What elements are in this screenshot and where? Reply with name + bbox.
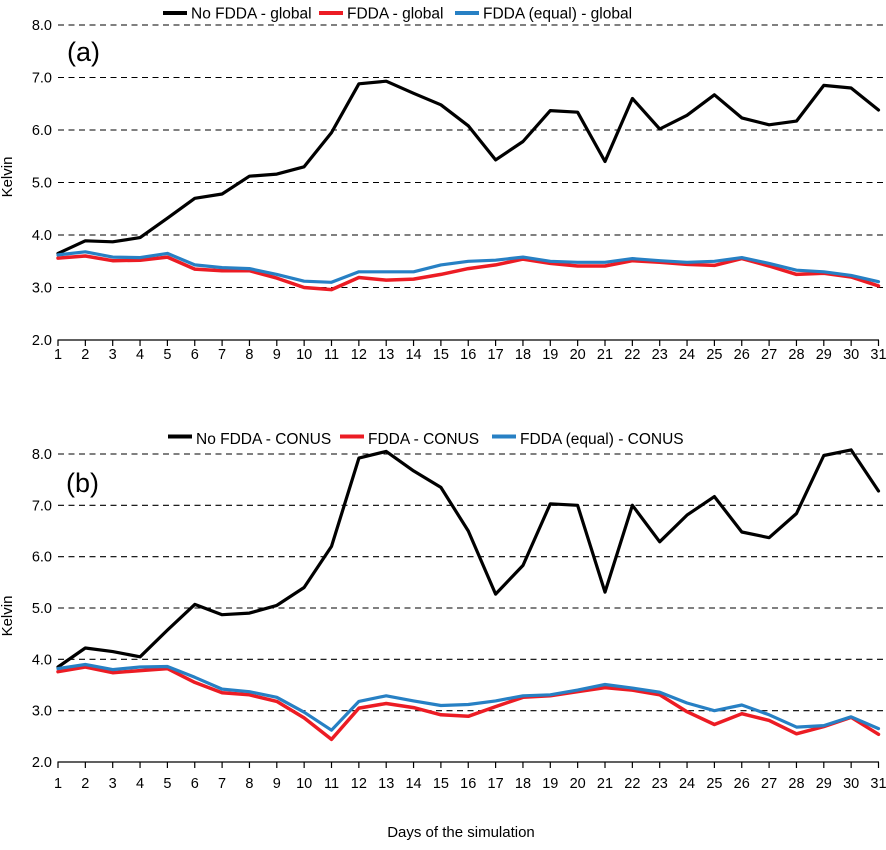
legend-label: No FDDA - CONUS [196, 431, 331, 448]
x-tick-label: 17 [488, 347, 504, 363]
x-tick-label: 12 [351, 776, 367, 792]
y-tick-label: 4.0 [32, 652, 52, 668]
series-line-fdda-equal-global [56, 250, 881, 284]
x-tick-label: 21 [597, 776, 613, 792]
legend-label: No FDDA - global [191, 6, 312, 23]
x-tick-label: 21 [597, 347, 613, 363]
x-tick-label: 4 [136, 347, 144, 363]
x-tick-label: 24 [679, 776, 695, 792]
y-tick-label: 6.0 [32, 123, 52, 139]
x-tick-label: 17 [488, 776, 504, 792]
legend-label: FDDA (equal) - global [483, 6, 632, 23]
x-tick-label: 10 [296, 776, 312, 792]
y-tick-label: 2.0 [32, 755, 52, 771]
x-tick-label: 4 [136, 776, 144, 792]
x-tick-label: 28 [788, 347, 804, 363]
x-tick-label: 20 [570, 776, 586, 792]
x-tick-label: 13 [378, 776, 394, 792]
x-tick-label: 15 [433, 347, 449, 363]
x-tick-label: 29 [816, 347, 832, 363]
x-tick-label: 16 [460, 347, 476, 363]
x-tick-label: 23 [652, 776, 668, 792]
x-tick-label: 11 [324, 347, 339, 363]
legend-label: FDDA - global [347, 6, 443, 23]
x-tick-label: 8 [245, 776, 253, 792]
x-tick-label: 27 [761, 347, 777, 363]
x-tick-label: 5 [163, 776, 171, 792]
x-tick-label: 23 [652, 347, 668, 363]
x-tick-label: 24 [679, 347, 695, 363]
legend-label: FDDA - CONUS [368, 431, 479, 448]
x-tick-label: 18 [515, 347, 531, 363]
y-tick-label: 4.0 [32, 228, 52, 244]
x-tick-label: 3 [109, 347, 117, 363]
x-tick-label: 15 [433, 776, 449, 792]
x-tick-label: 3 [109, 776, 117, 792]
y-axis-title: Kelvin [0, 596, 16, 637]
x-tick-label: 31 [870, 347, 886, 363]
y-axis-title: Kelvin [0, 157, 16, 198]
x-tick-label: 30 [843, 347, 859, 363]
y-tick-label: 3.0 [32, 704, 52, 720]
x-tick-label: 2 [81, 347, 89, 363]
x-tick-label: 29 [816, 776, 832, 792]
x-tick-label: 14 [405, 347, 421, 363]
x-tick-label: 25 [706, 776, 722, 792]
x-tick-label: 5 [163, 347, 171, 363]
series-line-no-fdda-conus [56, 448, 881, 669]
x-tick-label: 9 [273, 776, 281, 792]
y-tick-label: 7.0 [32, 71, 52, 87]
x-tick-label: 8 [245, 347, 253, 363]
legend-label: FDDA (equal) - CONUS [520, 431, 684, 448]
x-tick-label: 10 [296, 347, 312, 363]
x-tick-label: 11 [324, 776, 339, 792]
x-tick-label: 30 [843, 776, 859, 792]
y-tick-label: 6.0 [32, 550, 52, 566]
panel-label: (a) [67, 37, 100, 67]
y-tick-label: 7.0 [32, 498, 52, 514]
x-axis-title: Days of the simulation [387, 824, 535, 841]
x-tick-label: 1 [54, 776, 62, 792]
x-tick-label: 7 [218, 347, 226, 363]
x-tick-label: 7 [218, 776, 226, 792]
y-tick-label: 5.0 [32, 601, 52, 617]
x-tick-label: 22 [624, 347, 640, 363]
y-tick-label: 5.0 [32, 176, 52, 192]
x-tick-label: 27 [761, 776, 777, 792]
x-tick-label: 26 [734, 347, 750, 363]
x-tick-label: 22 [624, 776, 640, 792]
x-tick-label: 18 [515, 776, 531, 792]
y-tick-label: 3.0 [32, 281, 52, 297]
series-line-fdda-conus [56, 665, 881, 742]
x-tick-label: 28 [788, 776, 804, 792]
x-tick-label: 1 [54, 347, 62, 363]
x-tick-label: 6 [191, 347, 199, 363]
x-tick-label: 19 [542, 347, 558, 363]
x-tick-label: 9 [273, 347, 281, 363]
x-tick-label: 2 [81, 776, 89, 792]
x-tick-label: 19 [542, 776, 558, 792]
y-tick-label: 8.0 [32, 18, 52, 34]
x-tick-label: 12 [351, 347, 367, 363]
series-line-fdda-equal-conus [56, 662, 881, 732]
x-tick-label: 6 [191, 776, 199, 792]
x-tick-label: 13 [378, 347, 394, 363]
x-tick-label: 14 [405, 776, 421, 792]
x-tick-label: 26 [734, 776, 750, 792]
y-tick-label: 2.0 [32, 333, 52, 349]
x-tick-label: 25 [706, 347, 722, 363]
y-tick-label: 8.0 [32, 447, 52, 463]
x-tick-label: 16 [460, 776, 476, 792]
x-tick-label: 31 [870, 776, 886, 792]
series-line-no-fdda-global [56, 79, 881, 255]
panel-label: (b) [66, 468, 99, 498]
x-tick-label: 20 [570, 347, 586, 363]
